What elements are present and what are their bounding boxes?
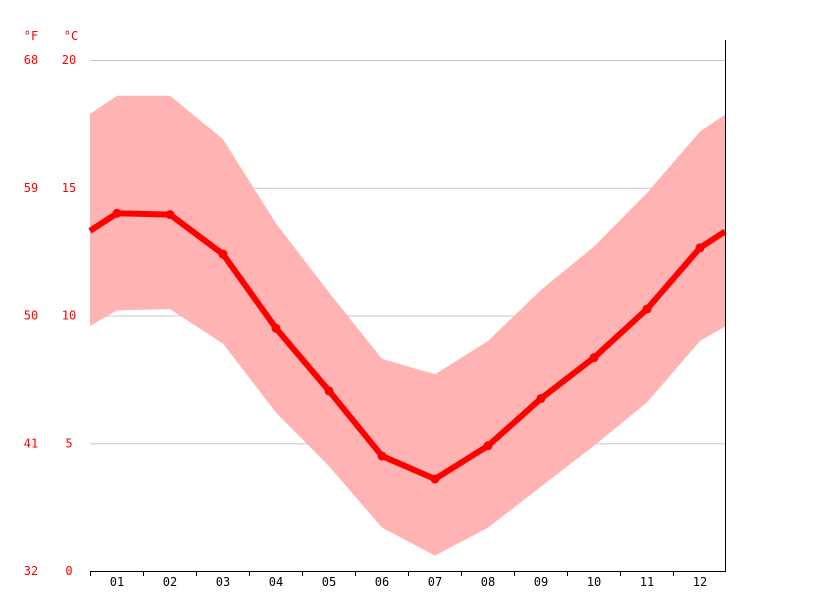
celsius-unit-label: °C bbox=[64, 29, 78, 43]
fahrenheit-tick-label-59: 59 bbox=[24, 181, 38, 195]
axes bbox=[90, 40, 726, 576]
series-line bbox=[88, 210, 727, 483]
fahrenheit-tick-label-50: 50 bbox=[24, 309, 38, 323]
data-point-09 bbox=[536, 394, 546, 404]
tick-labels: 01 02 03 04 05 06 07 08 09 10 11 12 0 32 5 41 10 50 15 59 20… bbox=[24, 29, 707, 589]
data-point-07 bbox=[430, 474, 440, 484]
data-point-04 bbox=[271, 323, 281, 333]
data-point-10 bbox=[589, 353, 599, 363]
x-tick-label-10: 10 bbox=[587, 575, 601, 589]
x-tick-label-03: 03 bbox=[216, 575, 230, 589]
data-point-05 bbox=[324, 386, 334, 396]
data-point-12 bbox=[695, 243, 705, 253]
fahrenheit-tick-label-41: 41 bbox=[24, 436, 38, 450]
x-tick-label-11: 11 bbox=[640, 575, 654, 589]
x-tick-label-08: 08 bbox=[481, 575, 495, 589]
x-tick-label-12: 12 bbox=[693, 575, 707, 589]
data-point-06 bbox=[377, 451, 387, 461]
fahrenheit-unit-label: °F bbox=[24, 29, 38, 43]
x-tick-label-05: 05 bbox=[322, 575, 336, 589]
data-point-03 bbox=[218, 249, 228, 259]
x-tick-label-01: 01 bbox=[110, 575, 124, 589]
x-tick-label-09: 09 bbox=[534, 575, 548, 589]
celsius-tick-label-5: 5 bbox=[65, 436, 72, 450]
temperature-line bbox=[88, 208, 727, 484]
fahrenheit-tick-label-68: 68 bbox=[24, 53, 38, 67]
data-point-11 bbox=[642, 304, 652, 314]
celsius-tick-label-10: 10 bbox=[62, 309, 76, 323]
x-tick-label-06: 06 bbox=[375, 575, 389, 589]
x-tick-label-04: 04 bbox=[269, 575, 283, 589]
data-point-02 bbox=[165, 210, 175, 220]
x-tick-label-02: 02 bbox=[163, 575, 177, 589]
celsius-tick-label-20: 20 bbox=[62, 53, 76, 67]
data-point-01 bbox=[112, 208, 122, 218]
data-point-08 bbox=[483, 441, 493, 451]
range-band bbox=[90, 95, 725, 556]
fahrenheit-tick-label-32: 32 bbox=[24, 564, 38, 578]
celsius-tick-label-0: 0 bbox=[65, 564, 72, 578]
celsius-tick-label-15: 15 bbox=[62, 181, 76, 195]
temperature-range-band bbox=[90, 95, 725, 556]
x-tick-label-07: 07 bbox=[428, 575, 442, 589]
